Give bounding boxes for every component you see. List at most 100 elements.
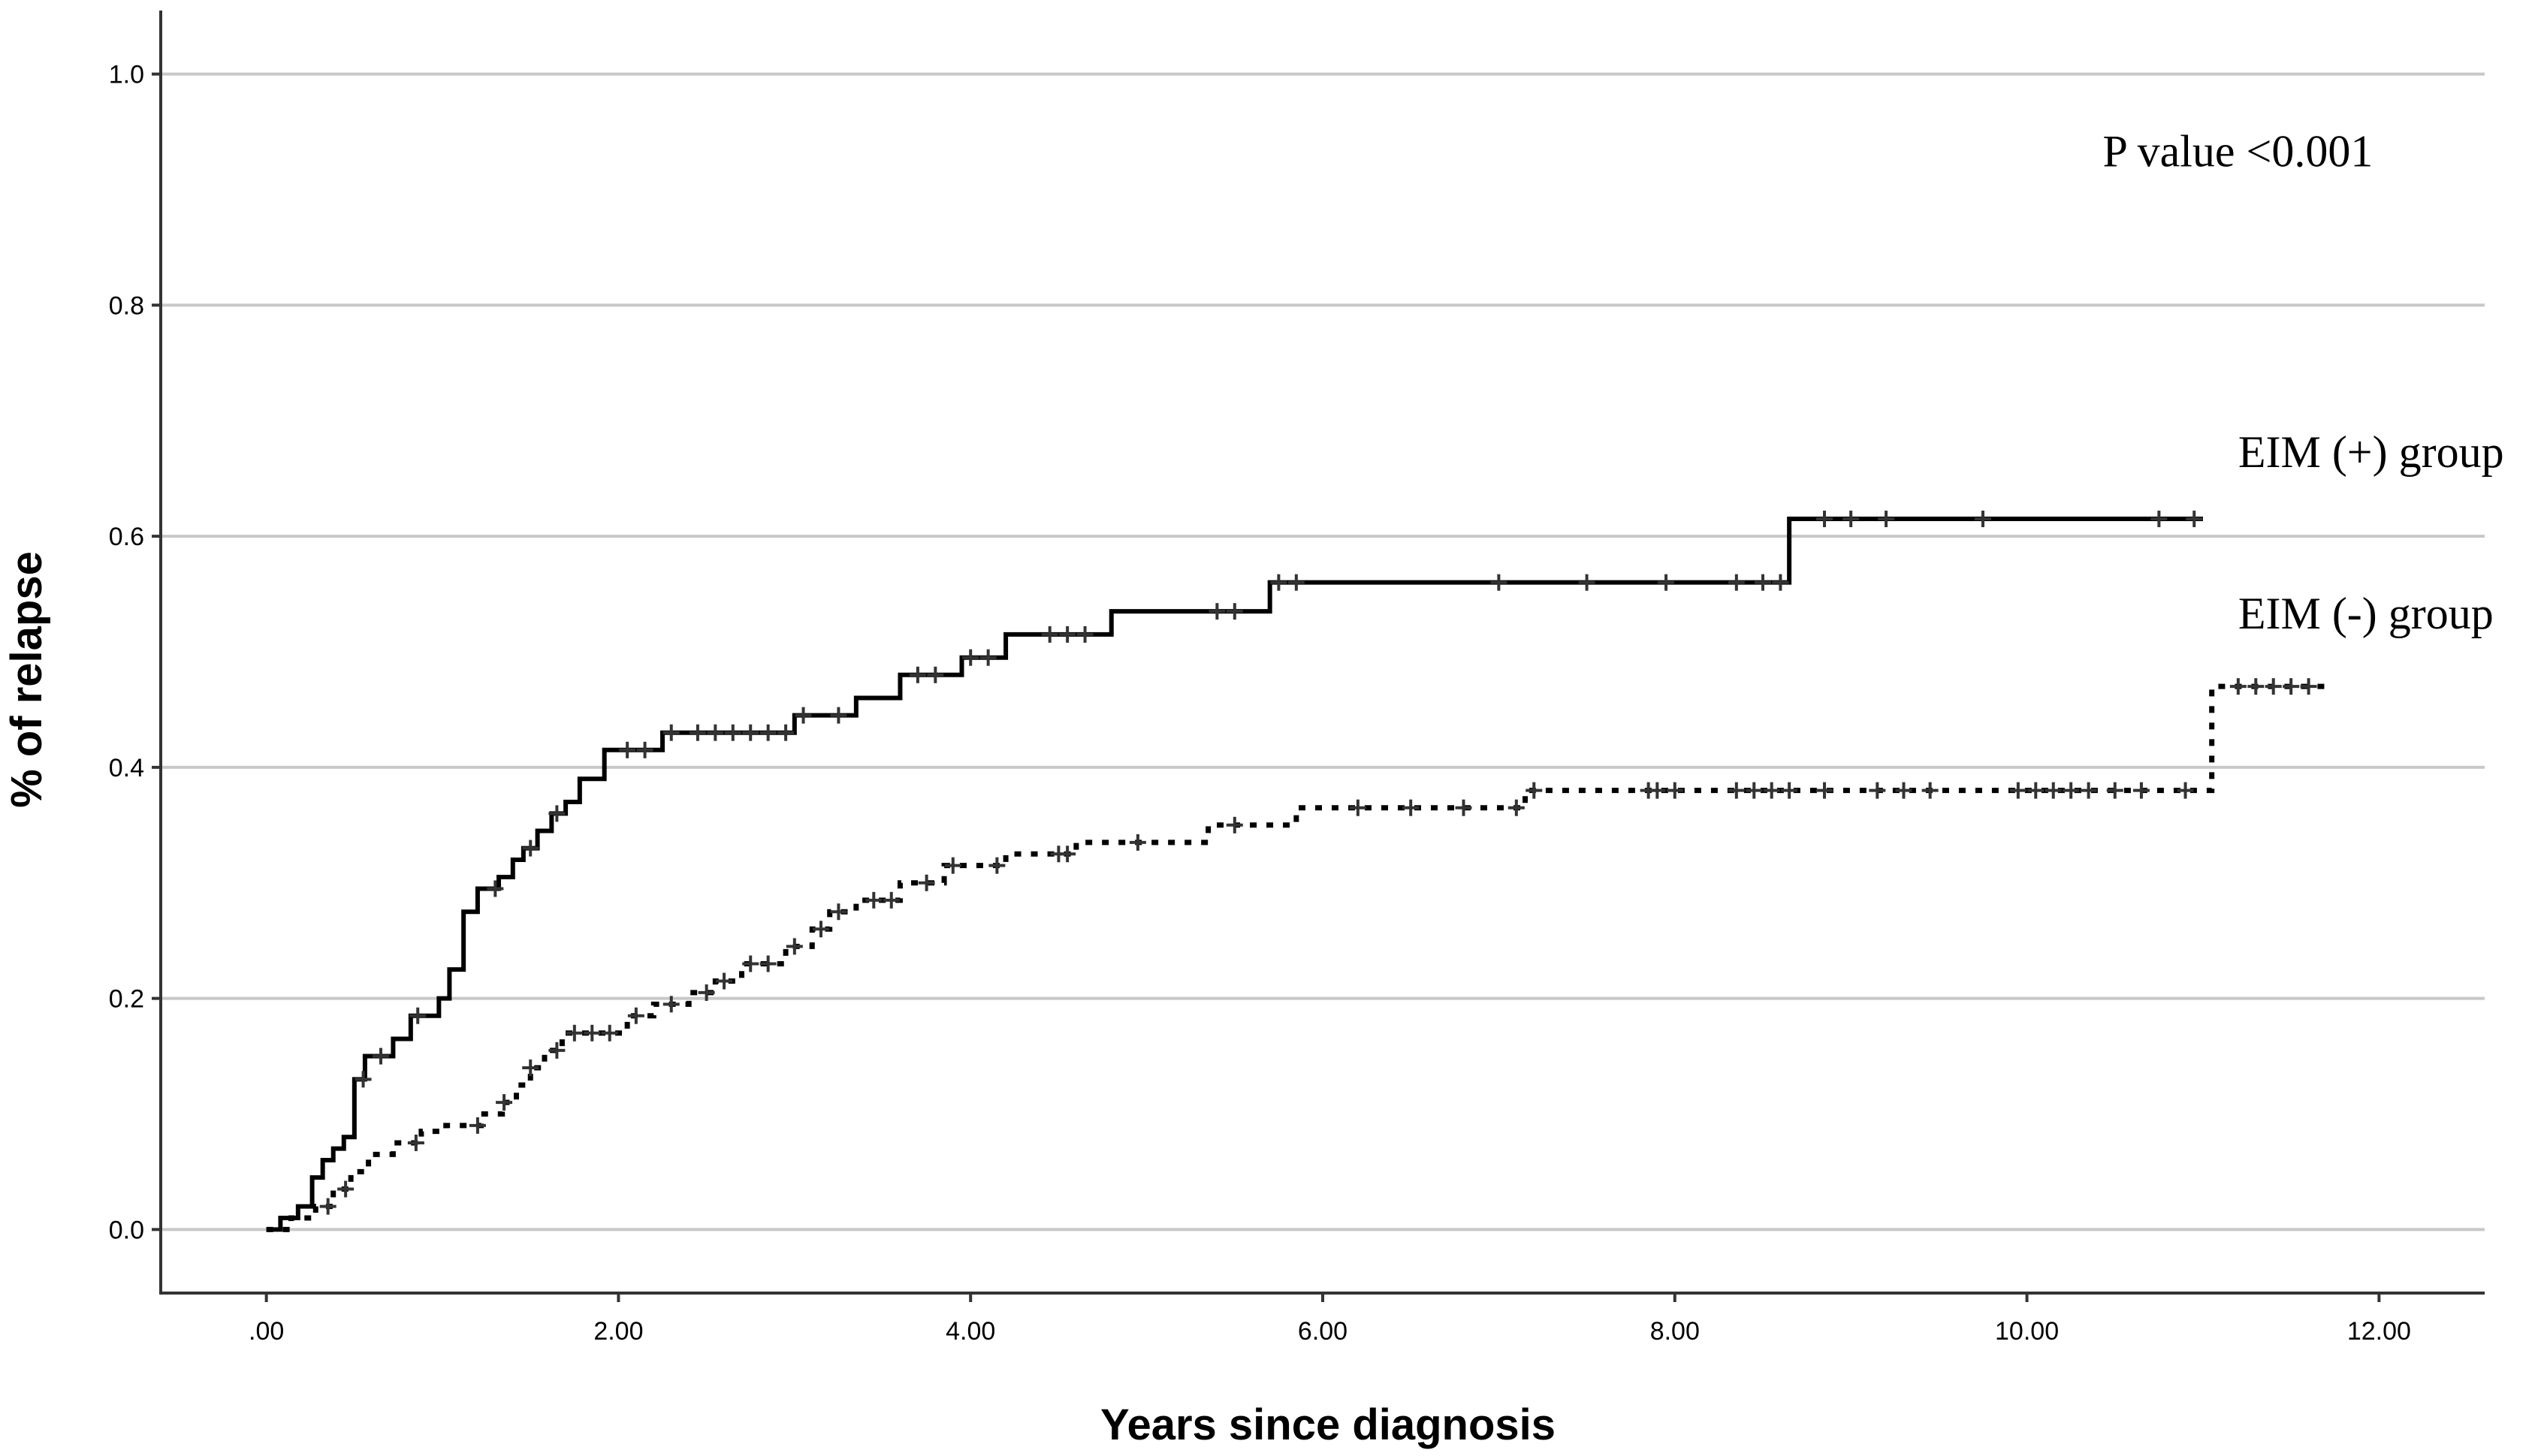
censor-mark (927, 666, 944, 683)
censor-mark (1878, 511, 1895, 528)
censor-mark (522, 1059, 539, 1076)
censor-mark (566, 1024, 583, 1042)
censor-mark (795, 707, 812, 724)
censor-mark (1349, 799, 1366, 816)
censor-mark (812, 921, 829, 938)
censor-mark (979, 649, 997, 666)
censor-mark (627, 1007, 644, 1024)
censor-mark (662, 724, 680, 741)
censor-mark (2045, 782, 2062, 799)
censor-mark (662, 996, 680, 1013)
series-eim-positive (266, 511, 2203, 1232)
censor-mark (487, 880, 504, 897)
y-tick-label: 0.8 (109, 291, 144, 320)
censor-mark (742, 955, 759, 972)
censor-mark (1746, 782, 1763, 799)
censor-mark (1287, 574, 1305, 591)
x-tick-label: .00 (249, 1317, 284, 1346)
y-axis-title: % of relapse (2, 551, 51, 808)
censor-mark (2027, 782, 2045, 799)
x-axis-title: Years since diagnosis (1100, 1400, 1556, 1449)
censor-mark (636, 741, 653, 758)
censor-mark (2300, 678, 2317, 695)
x-tick-label: 2.00 (593, 1317, 643, 1346)
censor-mark (759, 955, 777, 972)
censor-mark (496, 1094, 513, 1111)
censor-mark (548, 805, 566, 822)
censor-mark (469, 1117, 486, 1134)
censor-mark (2150, 511, 2168, 528)
censor-mark (759, 724, 777, 741)
censor-mark (1869, 782, 1886, 799)
x-tick-label: 6.00 (1298, 1317, 1347, 1346)
censor-mark (988, 857, 1006, 874)
chart-annotation: EIM (+) group (2238, 427, 2504, 477)
censor-mark (909, 666, 926, 683)
censor-mark (918, 874, 935, 891)
series-eim-negative (266, 678, 2327, 1232)
censor-mark (407, 1134, 424, 1151)
chart-annotation: EIM (-) group (2238, 589, 2494, 638)
censor-mark (1781, 782, 1798, 799)
censor-mark (777, 724, 795, 741)
censor-mark (742, 724, 759, 741)
censor-mark (548, 1042, 566, 1059)
censor-mark (2283, 678, 2300, 695)
censor-mark (584, 1024, 601, 1042)
censor-mark (2106, 782, 2123, 799)
censor-mark (1816, 511, 1833, 528)
censor-mark (786, 938, 803, 955)
censor-mark (2009, 782, 2026, 799)
censor-mark (1666, 782, 1683, 799)
censor-mark (2177, 782, 2194, 799)
censor-mark (689, 724, 706, 741)
censor-mark (698, 984, 715, 1001)
y-tick-label: 1.0 (109, 61, 144, 89)
censor-mark (1649, 782, 1666, 799)
x-tick-label: 12.00 (2347, 1317, 2411, 1346)
censor-mark (1895, 782, 1912, 799)
x-tick-label: 8.00 (1650, 1317, 1700, 1346)
annotations: P value <0.001 EIM (+) group EIM (-) group (2102, 127, 2503, 638)
censor-mark (1842, 511, 1860, 528)
censor-mark (1270, 574, 1287, 591)
censor-mark (1226, 816, 1243, 834)
censor-mark (2132, 782, 2150, 799)
censor-mark (1728, 574, 1745, 591)
axis-lines (159, 11, 2485, 1295)
gridlines (161, 72, 2485, 1231)
censor-mark (409, 1007, 427, 1024)
censor-mark (1226, 603, 1243, 620)
censor-mark (1209, 603, 1226, 620)
survival-step-line (266, 517, 2203, 1232)
censor-mark (1507, 799, 1525, 816)
censor-mark (1076, 626, 1094, 643)
censor-mark (619, 741, 636, 758)
censor-mark (1658, 574, 1675, 591)
censor-mark (1455, 799, 1472, 816)
censor-mark (2247, 678, 2265, 695)
censor-mark (716, 972, 733, 990)
censor-mark (2186, 511, 2203, 528)
censor-mark (372, 1048, 389, 1065)
censor-mark (707, 724, 724, 741)
censor-mark (2063, 782, 2080, 799)
censor-mark (1816, 782, 1833, 799)
censor-mark (1041, 626, 1058, 643)
survival-step-line (266, 683, 2327, 1232)
censor-mark (883, 891, 900, 909)
censor-mark (1402, 799, 1420, 816)
censor-mark (1490, 574, 1507, 591)
censor-mark (830, 903, 847, 921)
censor-mark (319, 1198, 336, 1215)
censor-mark (1763, 782, 1780, 799)
series-layer (266, 511, 2327, 1232)
censor-mark (1059, 846, 1076, 863)
censor-mark (2265, 678, 2282, 695)
y-tick-label: 0.6 (109, 523, 144, 551)
censor-mark (601, 1024, 618, 1042)
censor-mark (724, 724, 741, 741)
y-tick-label: 0.4 (109, 754, 144, 782)
censor-mark (2229, 678, 2247, 695)
